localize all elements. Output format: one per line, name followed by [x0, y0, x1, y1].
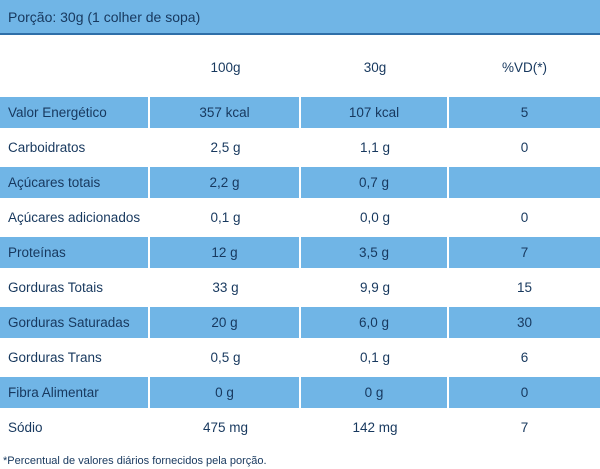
table-row: Proteínas 12 g 3,5 g 7 [0, 235, 600, 270]
portion-header: Porção: 30g (1 colher de sopa) [0, 0, 600, 35]
value-100g: 33 g [212, 280, 239, 295]
value-vd: 5 [449, 97, 600, 128]
value-30g: 107 kcal [301, 97, 449, 128]
table-row: Fibra Alimentar 0 g 0 g 0 [0, 375, 600, 410]
value-100g: 0,5 g [210, 350, 241, 365]
nutrient-name: Carboidratos [8, 140, 86, 155]
value-100g: 20 g [150, 307, 301, 338]
table-row: Sódio 475 mg 142 mg 7 [0, 410, 600, 445]
header-cell-vd: %VD(*) [501, 59, 547, 75]
nutrient-name: Sódio [8, 420, 43, 435]
table-row: Açúcares totais 2,2 g 0,7 g [0, 165, 600, 200]
header-cell-nutrient [0, 35, 150, 95]
value-vd: 0 [520, 210, 529, 225]
value-100g: 357 kcal [150, 97, 301, 128]
value-100g: 475 mg [202, 420, 249, 435]
value-30g: 3,5 g [301, 237, 449, 268]
value-vd: 0 [449, 377, 600, 408]
header-cell-30g: 30g [363, 59, 387, 75]
header-cell-100g: 100g [210, 59, 241, 75]
table-row: Gorduras Saturadas 20 g 6,0 g 30 [0, 305, 600, 340]
value-100g: 0 g [150, 377, 301, 408]
value-100g: 2,2 g [150, 167, 301, 198]
nutrient-name: Açúcares adicionados [8, 210, 141, 225]
value-vd: 30 [449, 307, 600, 338]
nutrient-name: Gorduras Saturadas [0, 307, 150, 338]
nutrient-name: Fibra Alimentar [0, 377, 150, 408]
table-row: Açúcares adicionados 0,1 g 0,0 g 0 [0, 200, 600, 235]
value-vd: 7 [449, 237, 600, 268]
table-row: Gorduras Totais 33 g 9,9 g 15 [0, 270, 600, 305]
table-row: Gorduras Trans 0,5 g 0,1 g 6 [0, 340, 600, 375]
footnote: *Percentual de valores diários fornecido… [3, 455, 267, 467]
nutrition-table: 100g 30g %VD(*) Valor Energético 357 kca… [0, 35, 600, 445]
value-100g: 0,1 g [210, 210, 241, 225]
table-row: Valor Energético 357 kcal 107 kcal 5 [0, 95, 600, 130]
value-vd: 7 [520, 420, 529, 435]
value-30g: 0,7 g [301, 167, 449, 198]
value-100g: 12 g [150, 237, 301, 268]
value-30g: 0 g [301, 377, 449, 408]
value-30g: 0,1 g [359, 350, 391, 365]
nutrient-name: Gorduras Trans [8, 350, 102, 365]
value-30g: 9,9 g [359, 280, 391, 295]
table-row: Carboidratos 2,5 g 1,1 g 0 [0, 130, 600, 165]
value-vd: 0 [520, 140, 529, 155]
value-100g: 2,5 g [210, 140, 241, 155]
value-30g: 6,0 g [301, 307, 449, 338]
value-vd: 15 [516, 280, 533, 295]
value-vd: 6 [520, 350, 529, 365]
value-vd [449, 167, 600, 198]
table-header-row: 100g 30g %VD(*) [0, 35, 600, 95]
nutrient-name: Gorduras Totais [8, 280, 104, 295]
nutrient-name: Valor Energético [0, 97, 150, 128]
nutrient-name: Açúcares totais [0, 167, 150, 198]
value-30g: 1,1 g [359, 140, 391, 155]
value-30g: 142 mg [352, 420, 398, 435]
value-30g: 0,0 g [359, 210, 391, 225]
nutrient-name: Proteínas [0, 237, 150, 268]
